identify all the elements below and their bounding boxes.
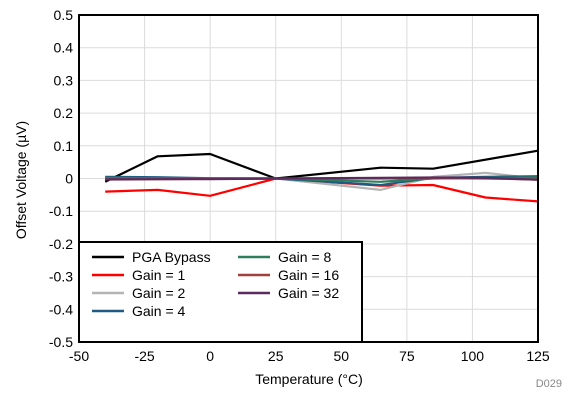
y-tick-label: -0.3 <box>49 269 73 285</box>
x-tick-label: -50 <box>69 348 89 364</box>
x-tick-label: 50 <box>333 348 349 364</box>
y-tick-label: 0.1 <box>54 138 74 154</box>
y-tick-label: -0.4 <box>49 301 73 317</box>
x-axis-title: Temperature (°C) <box>255 371 363 387</box>
x-tick-label: 75 <box>399 348 415 364</box>
x-tick-label: 100 <box>461 348 485 364</box>
figure-id: D029 <box>536 378 562 390</box>
legend-label: Gain = 32 <box>278 285 339 301</box>
legend-label: Gain = 4 <box>132 303 186 319</box>
x-tick-label: 25 <box>268 348 284 364</box>
y-tick-label: 0.5 <box>54 7 74 23</box>
series-line <box>105 176 539 181</box>
y-tick-label: 0.4 <box>54 40 74 56</box>
y-tick-label: -0.1 <box>49 203 73 219</box>
x-tick-label: 0 <box>206 348 214 364</box>
y-tick-labels: -0.5 -0.4 -0.3 -0.2 -0.1 0 0.1 0.2 0.3 0.4 0.5 <box>49 7 73 350</box>
legend-label: PGA Bypass <box>132 249 211 265</box>
legend-box <box>78 241 363 343</box>
x-tick-labels: -50 -25 0 25 50 75 100 125 <box>69 348 550 364</box>
y-tick-label: 0 <box>65 171 73 187</box>
legend-label: Gain = 8 <box>278 249 332 265</box>
series-lines <box>104 149 539 203</box>
legend: PGA Bypass Gain = 1 Gain = 2 Gain = 4 Gain =… <box>78 241 363 343</box>
legend-label: Gain = 2 <box>132 285 186 301</box>
legend-label: Gain = 16 <box>278 267 339 283</box>
y-tick-label: -0.2 <box>49 236 73 252</box>
y-tick-label: 0.3 <box>54 72 74 88</box>
legend-label: Gain = 1 <box>132 267 186 283</box>
y-tick-label: -0.5 <box>49 334 73 350</box>
x-tick-label: 125 <box>526 348 550 364</box>
x-tick-label: -25 <box>134 348 154 364</box>
y-axis-title: Offset Voltage (µV) <box>13 121 29 239</box>
y-tick-label: 0.2 <box>54 105 74 121</box>
